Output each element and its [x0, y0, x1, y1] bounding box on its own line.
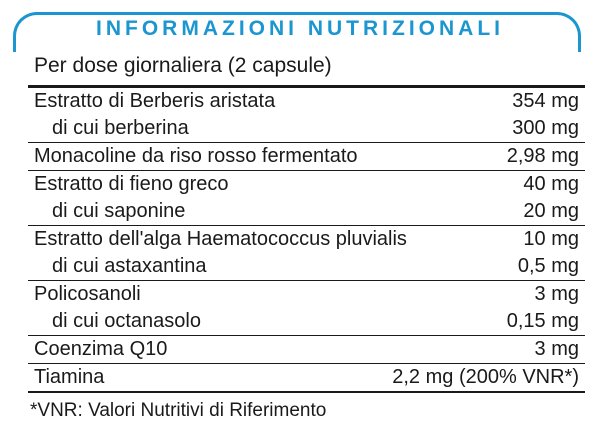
nutrient-value: 3 mg	[534, 283, 579, 305]
nutrient-value: 3 mg	[534, 338, 579, 360]
table-row: di cui saponine 20 mg	[28, 198, 585, 226]
nutrition-table: Per dose giornaliera (2 capsule) Estratt…	[28, 50, 585, 422]
nutrient-value: 2,98 mg	[506, 145, 579, 167]
nutrient-value: 10 mg	[523, 228, 579, 250]
table-row: di cui astaxantina 0,5 mg	[28, 253, 585, 281]
nutrient-value: 20 mg	[523, 200, 579, 222]
nutrient-name: Coenzima Q10	[34, 338, 168, 360]
table-row: Coenzima Q10 3 mg	[28, 336, 585, 364]
nutrient-value: 300 mg	[512, 117, 579, 139]
nutrient-value: 0,5 mg	[517, 255, 579, 277]
nutrient-name: Estratto di fieno greco	[34, 173, 229, 195]
table-row: Estratto di fieno greco 40 mg	[28, 171, 585, 198]
nutrient-value: 2,2 mg (200% VNR*)	[392, 366, 579, 388]
nutrient-name: Estratto di Berberis aristata	[34, 90, 276, 112]
nutrient-name: di cui berberina	[52, 117, 189, 139]
nutrient-name: Estratto dell'alga Haematococcus pluvial…	[34, 228, 407, 250]
table-row: Monacoline da riso rosso fermentato 2,98…	[28, 143, 585, 171]
table-row: Estratto di Berberis aristata 354 mg	[28, 88, 585, 115]
serving-size-line: Per dose giornaliera (2 capsule)	[28, 50, 585, 88]
nutrient-name: di cui octanasolo	[52, 310, 201, 332]
nutrient-name: di cui saponine	[52, 200, 186, 222]
table-row: Tiamina 2,2 mg (200% VNR*)	[28, 364, 585, 393]
page-title: INFORMAZIONI NUTRIZIONALI	[96, 17, 504, 40]
vnr-footnote: *VNR: Valori Nutritivi di Riferimento	[30, 400, 327, 421]
nutrient-name: Policosanoli	[34, 283, 141, 305]
nutrient-value: 0,15 mg	[506, 310, 579, 332]
top-border-bracket	[13, 12, 581, 52]
table-row: Estratto dell'alga Haematococcus pluvial…	[28, 226, 585, 253]
nutrient-name: di cui astaxantina	[52, 255, 207, 277]
nutrient-value: 354 mg	[512, 90, 579, 112]
table-row: Policosanoli 3 mg	[28, 281, 585, 308]
table-row: di cui octanasolo 0,15 mg	[28, 308, 585, 336]
table-row: di cui berberina 300 mg	[28, 115, 585, 143]
nutrient-name: Tiamina	[34, 366, 105, 388]
nutrient-name: Monacoline da riso rosso fermentato	[34, 145, 358, 167]
nutrient-value: 40 mg	[523, 173, 579, 195]
